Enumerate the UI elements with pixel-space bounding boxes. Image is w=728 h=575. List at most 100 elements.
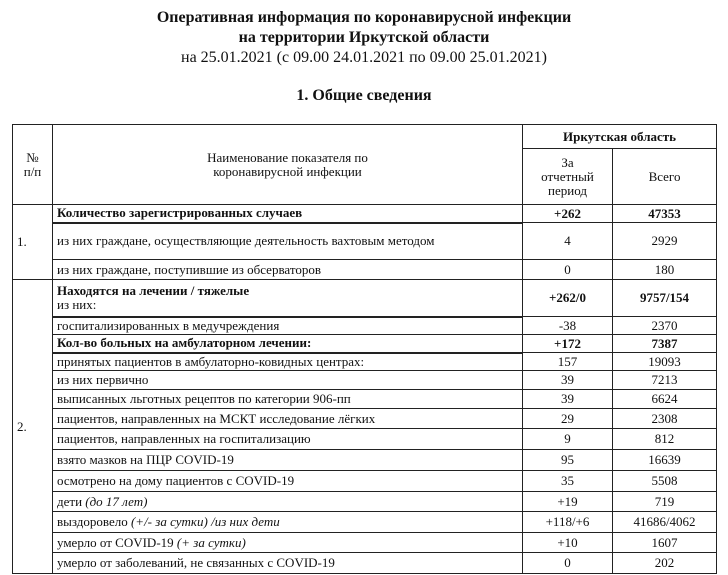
total-value: 1607 — [611, 532, 718, 553]
table-row: пациентов, направленных на госпитализаци… — [13, 428, 718, 450]
row-label-cell: взято мазков на ПЦР COVID-19 — [52, 449, 523, 471]
row-label-cell: умерло от COVID-19 (+ за сутки) — [52, 532, 523, 553]
row-label-sub: из них: — [57, 296, 97, 312]
row-label-cell: выздоровело (+/- за сутки) /из них дети — [52, 511, 523, 533]
period-value: +262/0 — [522, 279, 613, 317]
table-row: Кол-во больных на амбулаторном лечении: +… — [13, 334, 718, 354]
row-label-cell: Количество зарегистрированных случаев — [52, 204, 523, 224]
period-value: +172 — [522, 334, 613, 353]
row-label: взято мазков на ПЦР COVID-19 — [57, 452, 234, 467]
row-label-cell: умерло от заболеваний, не связанных с CO… — [52, 552, 523, 574]
table-row: осмотрено на дому пациентов с COVID-19 35… — [13, 470, 718, 492]
total-value: 19093 — [611, 352, 718, 371]
total-value: 2308 — [611, 408, 718, 429]
title: Оперативная информация по коронавирусной… — [156, 9, 572, 26]
row-label-cell: пациентов, направленных на МСКТ исследов… — [52, 408, 523, 429]
total-value: 5508 — [611, 470, 718, 492]
period-value: +10 — [522, 532, 613, 553]
row-label: из них граждане, осуществляющие деятельн… — [57, 233, 435, 249]
total-value: 812 — [611, 428, 718, 450]
period-value: +262 — [522, 204, 613, 223]
row-label: осмотрено на дому пациентов с COVID-19 — [57, 473, 295, 488]
period-value: 95 — [522, 449, 613, 471]
table-row: из них первично 39 7213 — [13, 370, 718, 390]
row-label: дети — [57, 493, 83, 509]
row-label-cell: госпитализированных в медучреждения — [52, 316, 523, 335]
total-value: 2370 — [611, 316, 718, 335]
header-cell: Иркутская область — [521, 124, 718, 149]
table-row: выздоровело (+/- за сутки) /из них дети +… — [13, 511, 718, 533]
row-label-cell: осмотрено на дому пациентов с COVID-19 — [52, 470, 523, 492]
header-cell: Наименование показателя по коронавирусно… — [52, 124, 523, 205]
row-label-cell: из них первично — [52, 370, 523, 390]
period-value: 0 — [522, 552, 613, 574]
row-label: умерло от COVID-19 — [57, 534, 174, 550]
row-label-cell: Находятся на лечении / тяжелые из них: — [52, 279, 523, 318]
table-row: умерло от заболеваний, не связанных с CO… — [13, 552, 718, 574]
table-row: выписанных льготных рецептов по категори… — [13, 389, 718, 409]
data-table: № п/п Наименование показателя по коронав… — [12, 124, 718, 574]
table-row: из них граждане, поступившие из обсерват… — [13, 259, 718, 280]
row-label-note: (+ за сутки) — [176, 534, 246, 550]
total-value: 7213 — [611, 370, 718, 390]
row-label-cell: из них граждане, осуществляющие деятельн… — [52, 222, 523, 260]
row-label-cell: Кол-во больных на амбулаторном лечении: — [52, 334, 523, 354]
period-value: 35 — [522, 470, 613, 492]
row-label-cell: принятых пациентов в амбулаторно-ковидны… — [52, 352, 523, 371]
period-value: 157 — [522, 352, 613, 371]
table-row: госпитализированных в медучреждения -38 23… — [13, 316, 718, 335]
row-label: из них граждане, поступившие из обсерват… — [57, 261, 322, 277]
total-value: 6624 — [611, 389, 718, 409]
total-value: 41686/4062 — [611, 511, 718, 533]
table-row: принятых пациентов в амбулаторно-ковидны… — [13, 352, 718, 371]
period-value: +118/+6 — [522, 511, 613, 533]
table-row: из них граждане, осуществляющие деятельн… — [13, 222, 718, 260]
total-value: 7387 — [611, 334, 718, 353]
total-value: 180 — [611, 259, 718, 280]
row-label-cell: пациентов, направленных на госпитализаци… — [52, 428, 523, 450]
row-label: пациентов, направленных на госпитализаци… — [57, 431, 311, 446]
period-value: 29 — [522, 408, 613, 429]
title: на территории Иркутской области — [238, 29, 490, 46]
period-value: -38 — [522, 316, 613, 335]
period-value: 39 — [522, 370, 613, 390]
row-label: Количество зарегистрированных случаев — [57, 205, 303, 221]
table-row: 2. Находятся на лечении / тяжелые из них: +… — [12, 279, 718, 574]
date-line: на 25.01.2021 (с 09.00 24.01.2021 по 09.… — [181, 49, 547, 66]
header-cell: Всего — [611, 148, 718, 205]
header-cell: За отчетный период — [522, 148, 613, 205]
header-cell: № п/п — [12, 124, 53, 205]
section-title: 1. Общие сведения — [296, 87, 432, 104]
row-label: Кол-во больных на амбулаторном лечении: — [57, 335, 312, 351]
table-row: 1. Количество зарегистрированных случаев +… — [12, 204, 718, 280]
row-label-cell: из них граждане, поступившие из обсерват… — [52, 259, 523, 280]
period-value: 39 — [522, 389, 613, 409]
period-value: +19 — [522, 491, 613, 512]
row-label: выздоровело — [57, 514, 128, 529]
row-label-cell: дети (до 17 лет) — [52, 491, 523, 512]
row-label-note: (+/- за сутки) /из них дети — [130, 514, 280, 529]
total-value: 16639 — [611, 449, 718, 471]
total-value: 47353 — [611, 204, 718, 223]
total-value: 2929 — [611, 222, 718, 260]
total-value: 202 — [611, 552, 718, 574]
row-number: 1. — [12, 204, 53, 280]
row-label: принятых пациентов в амбулаторно-ковидны… — [57, 353, 365, 369]
row-label: из них первично — [57, 372, 149, 387]
row-label: пациентов, направленных на МСКТ исследов… — [57, 410, 376, 426]
row-label: умерло от заболеваний, не связанных с CO… — [57, 555, 335, 570]
total-value: 719 — [611, 491, 718, 512]
row-label-cell: выписанных льготных рецептов по категори… — [52, 389, 523, 409]
row-number: 2. — [12, 279, 53, 574]
total-value: 9757/154 — [611, 279, 718, 317]
table-row: умерло от COVID-19 (+ за сутки) +10 1607 — [13, 532, 718, 553]
table-row: дети (до 17 лет) +19 719 — [13, 491, 718, 512]
table-row: пациентов, направленных на МСКТ исследов… — [13, 408, 718, 429]
period-value: 9 — [522, 428, 613, 450]
period-value: 4 — [522, 222, 613, 260]
table-row: взято мазков на ПЦР COVID-19 95 16639 — [13, 449, 718, 471]
row-label: Находятся на лечении / тяжелые — [57, 282, 250, 298]
row-label: госпитализированных в медучреждения — [57, 317, 280, 333]
row-label: выписанных льготных рецептов по категори… — [57, 391, 351, 406]
